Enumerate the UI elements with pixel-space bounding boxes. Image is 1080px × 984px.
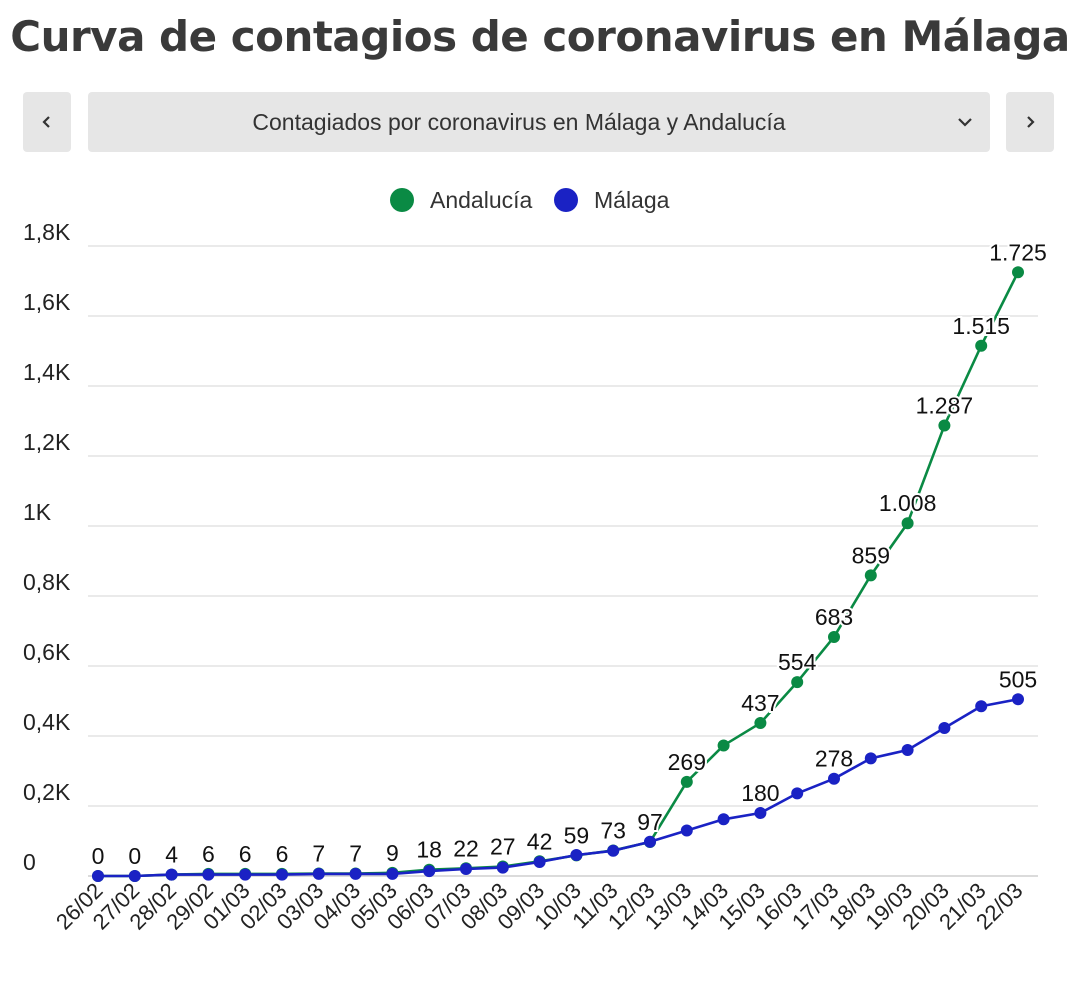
- line-chart: 00,2K0,4K0,6K0,8K1K1,2K1,4K1,6K1,8K26/02…: [23, 187, 1049, 934]
- data-label: 1.287: [916, 393, 974, 419]
- data-point-malaga: [239, 868, 252, 881]
- data-label: 9: [386, 840, 399, 866]
- data-point-andalucia: [1012, 266, 1024, 279]
- data-point-malaga: [349, 867, 362, 880]
- y-tick-label: 0,4K: [23, 709, 71, 735]
- data-label: 73: [600, 817, 626, 843]
- previous-chart-button[interactable]: [23, 92, 71, 152]
- data-point-andalucia: [938, 419, 951, 432]
- data-point-malaga: [312, 867, 325, 880]
- data-point-malaga: [791, 787, 804, 800]
- series-line-malaga: [98, 697, 1019, 878]
- data-point-malaga: [460, 863, 472, 875]
- data-label: 6: [276, 841, 289, 867]
- y-tick-label: 0,8K: [23, 569, 71, 595]
- data-label: 180: [741, 780, 779, 806]
- data-label: 97: [637, 809, 663, 835]
- y-tick-label: 1,2K: [23, 429, 71, 455]
- data-point-malaga: [644, 835, 656, 848]
- data-point-malaga: [828, 772, 840, 785]
- data-point-malaga: [533, 856, 546, 868]
- data-label: 22: [453, 835, 479, 861]
- data-point-malaga: [570, 849, 583, 861]
- data-label: 554: [778, 649, 817, 675]
- data-label: 1.008: [879, 490, 937, 516]
- data-label: 7: [349, 841, 362, 867]
- y-tick-label: 1,4K: [23, 359, 71, 385]
- data-point-malaga: [754, 807, 767, 819]
- data-label: 42: [527, 828, 553, 854]
- data-point-andalucia: [717, 739, 730, 752]
- data-label: 1.515: [952, 313, 1010, 339]
- chevron-down-icon: [958, 118, 972, 127]
- data-point-malaga: [901, 744, 914, 756]
- data-point-malaga: [92, 870, 104, 882]
- legend-marker: [554, 188, 578, 212]
- chevron-left-icon: [42, 116, 50, 128]
- data-point-malaga: [276, 868, 288, 881]
- data-label: 4: [165, 842, 178, 868]
- data-label: 683: [815, 604, 853, 630]
- legend-label: Málaga: [594, 187, 670, 213]
- data-label: 6: [239, 841, 252, 867]
- data-point-malaga: [496, 861, 509, 874]
- data-label: 437: [741, 690, 779, 716]
- legend-label: Andalucía: [430, 187, 533, 213]
- data-point-andalucia: [901, 517, 914, 530]
- data-label: 1.725: [989, 239, 1047, 265]
- data-point-malaga: [1012, 693, 1024, 706]
- chart-selector-dropdown[interactable]: Contagiados por coronavirus en Málaga y …: [88, 92, 990, 152]
- data-label: 0: [92, 843, 105, 869]
- data-point-andalucia: [828, 630, 840, 643]
- data-label: 18: [416, 837, 442, 863]
- data-point-malaga: [975, 700, 988, 713]
- next-chart-button[interactable]: [1006, 92, 1054, 152]
- data-point-andalucia: [680, 775, 693, 788]
- data-point-malaga: [680, 824, 693, 837]
- data-point-malaga: [607, 844, 620, 857]
- data-point-malaga: [717, 813, 730, 826]
- data-label: 59: [564, 822, 590, 848]
- data-label: 269: [668, 749, 706, 775]
- y-tick-label: 1K: [23, 499, 52, 525]
- legend-marker: [390, 188, 414, 212]
- series-line-andalucia: [98, 271, 1020, 878]
- chevron-right-icon: [1027, 116, 1035, 128]
- data-label: 6: [202, 841, 215, 867]
- y-tick-label: 1,8K: [23, 219, 71, 245]
- data-point-andalucia: [754, 717, 767, 730]
- data-label: 27: [490, 834, 516, 860]
- data-point-malaga: [938, 721, 951, 734]
- chart-selector-label: Contagiados por coronavirus en Málaga y …: [252, 109, 786, 135]
- data-label: 7: [312, 841, 325, 867]
- data-point-andalucia: [975, 339, 988, 352]
- data-label: 505: [999, 666, 1037, 692]
- data-point-malaga: [423, 865, 436, 878]
- data-label: 859: [852, 542, 890, 568]
- data-point-malaga: [386, 867, 399, 880]
- page-title: Curva de contagios de coronavirus en Mál…: [10, 12, 1070, 61]
- y-tick-label: 0,2K: [23, 779, 71, 805]
- data-point-malaga: [128, 870, 141, 882]
- data-point-malaga: [864, 752, 877, 765]
- y-tick-label: 1,6K: [23, 289, 71, 315]
- y-tick-label: 0: [23, 849, 36, 875]
- data-point-malaga: [165, 868, 178, 881]
- data-label: 278: [815, 746, 853, 772]
- data-point-andalucia: [864, 569, 877, 582]
- y-tick-label: 0,6K: [23, 639, 71, 665]
- data-label: 0: [128, 843, 141, 869]
- data-point-andalucia: [791, 676, 804, 689]
- data-point-malaga: [202, 868, 215, 881]
